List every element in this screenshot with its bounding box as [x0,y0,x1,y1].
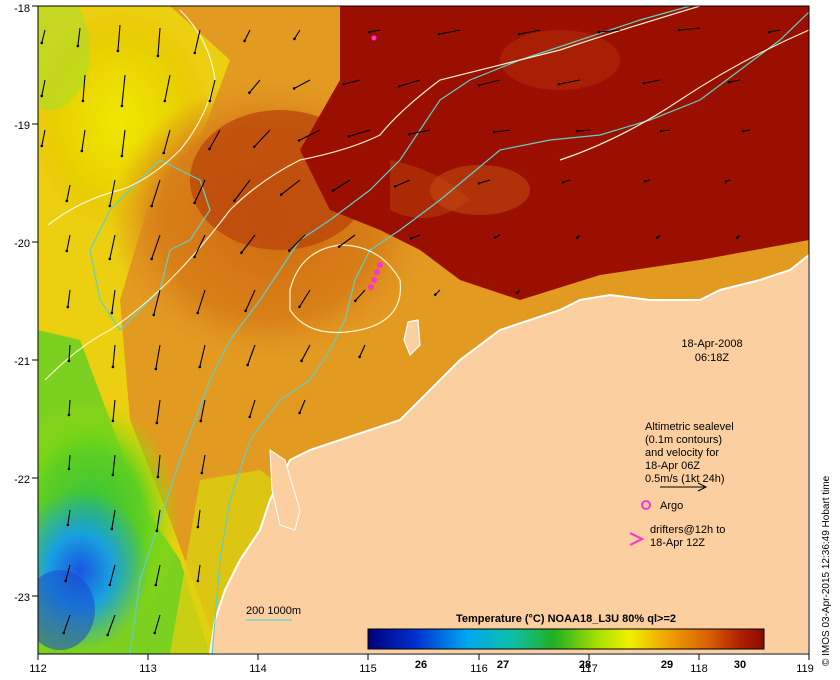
lon-tick-label: 115 [359,663,377,675]
lon-tick-label: 117 [580,663,598,675]
lon-tick-label: 112 [29,663,47,675]
lon-tick-label: 118 [690,663,708,675]
sst-field [38,6,809,654]
lat-tick-label: -19 [14,120,30,132]
lon-tick-label: 119 [796,663,814,675]
drifters-label: drifters@12h to [650,524,725,536]
lon-tick-label: 114 [249,663,267,675]
sealevel-contours [44,6,809,381]
legend-line: (0.1m contours) [645,434,722,446]
colorbar-tick: 26 [415,659,427,671]
lat-tick-label: -22 [14,474,30,486]
plot-frame [37,5,810,655]
island [403,319,421,357]
colorbar [367,628,765,650]
velocity-arrows [40,24,781,637]
velocity-scale-arrow [660,482,708,492]
colorbar-tick: 28 [579,659,591,671]
argo-label: Argo [660,500,683,512]
drifter-marker-icon [629,532,645,546]
lat-tick-label: -20 [14,238,30,250]
drifters-label: 18-Apr 12Z [650,537,705,549]
credit-text: © IMOS 03-Apr-2015 12:36:49 Hobart time [821,475,832,666]
legend-line: and velocity for [645,447,719,459]
colorbar-tick: 29 [661,659,673,671]
australia-land [208,253,809,654]
drifter-track [368,35,383,290]
legend-line: 0.5m/s (1kt 24h) [645,473,724,485]
colorbar-tick: 30 [734,659,746,671]
date-label: 18-Apr-2008 [681,338,742,350]
legend-line: Altimetric sealevel [645,421,734,433]
lat-tick-label: -21 [14,356,30,368]
legend-line: 18-Apr 06Z [645,460,700,472]
lon-tick-label: 116 [470,663,488,675]
lat-tick-label: -18 [14,3,30,15]
colorbar-tick: 27 [497,659,509,671]
bathy-label: 200 1000m [246,605,301,617]
bathymetry-contours [89,6,809,654]
argo-marker-icon [641,500,651,510]
colorbar-title: Temperature (°C) NOAA18_L3U 80% ql>=2 [456,613,676,625]
time-label: 06:18Z [695,352,730,364]
axis-ticks [32,5,810,660]
lon-tick-label: 113 [139,663,157,675]
lat-tick-label: -23 [14,592,30,604]
